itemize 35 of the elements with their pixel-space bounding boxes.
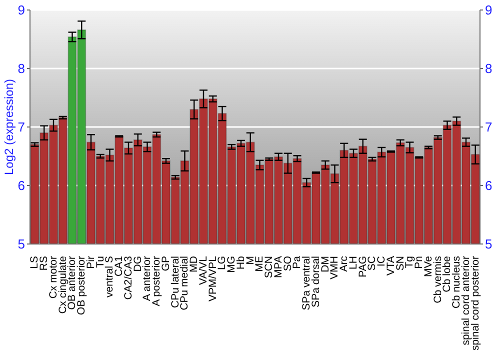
x-tick-label: spinal cord posterior [469,255,482,350]
x-tick-label: Hb [234,256,247,270]
y-tick-label: 7 [18,120,25,135]
y2-tick-label: 7 [485,120,492,135]
x-tick-label: SO [282,256,294,272]
x-tick-label: DG [132,256,144,272]
x-tick-label: PAG [356,256,369,278]
x-tick-label: SPa dorsal [310,256,322,308]
x-tick-label: LG [216,256,228,270]
x-tick-label: ventral S [104,256,116,298]
x-tick-label: CPu medial [178,256,191,310]
x-tick-label: OB anterior [66,256,78,310]
x-tick-label: SC [366,256,378,271]
y2-tick-label: 5 [485,236,492,252]
y2-tick-label: 6 [485,178,492,194]
x-tick-label: Cx cingulate [56,256,69,314]
x-tick-label: LS [28,256,41,269]
x-tick-label: VMH [328,256,341,280]
x-tick-label: Cb lobe [441,256,454,292]
y-tick-label: 8 [18,61,25,76]
x-tick-label: Tg [404,256,416,268]
y2-tick-label: 9 [485,2,492,18]
y-axis-title: Log2 (expression) [2,78,16,176]
y-tick-label: 9 [18,2,25,18]
x-tick-label: Pa [291,256,304,269]
x-tick-label: A anterior [141,256,154,301]
x-tick-label: VPM/VPL [206,256,219,302]
x-tick-label: DM [319,256,332,272]
y-tick-label: 6 [18,178,25,194]
y2-tick-label: 8 [485,61,492,76]
x-tick-label: ME [254,256,266,272]
x-tick-label: Tu [94,256,106,268]
x-tick-label: SN [394,256,406,271]
x-tick-label: M [244,256,256,265]
y-tick-label: 5 [18,236,25,252]
